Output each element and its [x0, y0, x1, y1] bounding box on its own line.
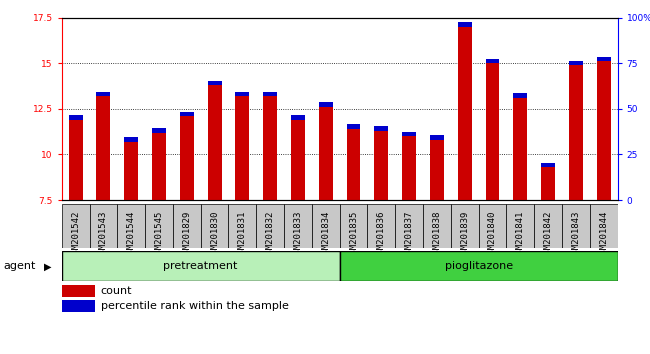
Bar: [506, 204, 534, 248]
Text: GSM201842: GSM201842: [543, 210, 552, 258]
Text: count: count: [101, 286, 132, 296]
Bar: [62, 204, 90, 248]
Text: GSM201830: GSM201830: [210, 210, 219, 258]
Bar: [256, 204, 284, 248]
Bar: [367, 204, 395, 248]
Bar: [152, 128, 166, 132]
Bar: [597, 57, 610, 62]
Bar: [339, 251, 618, 281]
Bar: [318, 107, 333, 200]
Bar: [541, 167, 555, 200]
Text: GSM201542: GSM201542: [71, 210, 80, 258]
Text: GSM201836: GSM201836: [377, 210, 386, 258]
Bar: [124, 137, 138, 142]
Bar: [590, 204, 618, 248]
Bar: [458, 22, 472, 27]
Text: GSM201837: GSM201837: [404, 210, 413, 258]
Bar: [486, 59, 499, 63]
Bar: [90, 204, 117, 248]
Bar: [458, 27, 472, 200]
Bar: [173, 204, 201, 248]
Bar: [430, 135, 444, 140]
Text: GSM201545: GSM201545: [155, 210, 164, 258]
Bar: [402, 136, 416, 200]
Bar: [235, 96, 250, 200]
Bar: [207, 85, 222, 200]
Bar: [478, 204, 506, 248]
Bar: [402, 132, 416, 136]
Text: GSM201833: GSM201833: [293, 210, 302, 258]
Text: ▶: ▶: [44, 261, 52, 272]
Bar: [569, 65, 583, 200]
Bar: [562, 204, 590, 248]
Bar: [541, 162, 555, 167]
Text: GSM201831: GSM201831: [238, 210, 247, 258]
Bar: [374, 131, 388, 200]
Text: GSM201835: GSM201835: [349, 210, 358, 258]
Bar: [534, 204, 562, 248]
Bar: [117, 204, 145, 248]
Bar: [229, 204, 256, 248]
Bar: [374, 126, 388, 131]
Text: GSM201829: GSM201829: [182, 210, 191, 258]
Bar: [152, 132, 166, 200]
Bar: [207, 81, 222, 85]
Bar: [451, 204, 478, 248]
Bar: [318, 102, 333, 107]
Bar: [180, 116, 194, 200]
Bar: [62, 300, 95, 312]
Bar: [312, 204, 340, 248]
Bar: [69, 115, 83, 120]
Bar: [346, 129, 361, 200]
Text: GSM201544: GSM201544: [127, 210, 136, 258]
Text: percentile rank within the sample: percentile rank within the sample: [101, 301, 289, 311]
Text: GSM201543: GSM201543: [99, 210, 108, 258]
Bar: [291, 115, 305, 120]
Text: GSM201841: GSM201841: [515, 210, 525, 258]
Text: GSM201832: GSM201832: [266, 210, 275, 258]
Text: GSM201844: GSM201844: [599, 210, 608, 258]
Bar: [263, 92, 277, 96]
Bar: [263, 96, 277, 200]
Text: GSM201838: GSM201838: [432, 210, 441, 258]
Bar: [514, 98, 527, 200]
Text: GSM201834: GSM201834: [321, 210, 330, 258]
Bar: [597, 62, 610, 200]
Bar: [569, 61, 583, 65]
Bar: [339, 204, 367, 248]
Text: GSM201843: GSM201843: [571, 210, 580, 258]
Bar: [346, 124, 361, 129]
Bar: [514, 93, 527, 98]
Text: GSM201840: GSM201840: [488, 210, 497, 258]
Bar: [96, 96, 110, 200]
Bar: [486, 63, 499, 200]
Bar: [430, 140, 444, 200]
Text: GSM201839: GSM201839: [460, 210, 469, 258]
Bar: [423, 204, 451, 248]
Bar: [62, 285, 95, 297]
Bar: [291, 120, 305, 200]
Text: pretreatment: pretreatment: [164, 261, 238, 272]
Bar: [284, 204, 312, 248]
Bar: [395, 204, 423, 248]
Bar: [124, 142, 138, 200]
Bar: [145, 204, 173, 248]
Bar: [235, 92, 250, 96]
Text: pioglitazone: pioglitazone: [445, 261, 513, 272]
Bar: [180, 112, 194, 116]
Bar: [69, 120, 83, 200]
Bar: [201, 204, 229, 248]
Text: agent: agent: [3, 261, 36, 272]
Bar: [62, 251, 339, 281]
Bar: [96, 92, 110, 96]
